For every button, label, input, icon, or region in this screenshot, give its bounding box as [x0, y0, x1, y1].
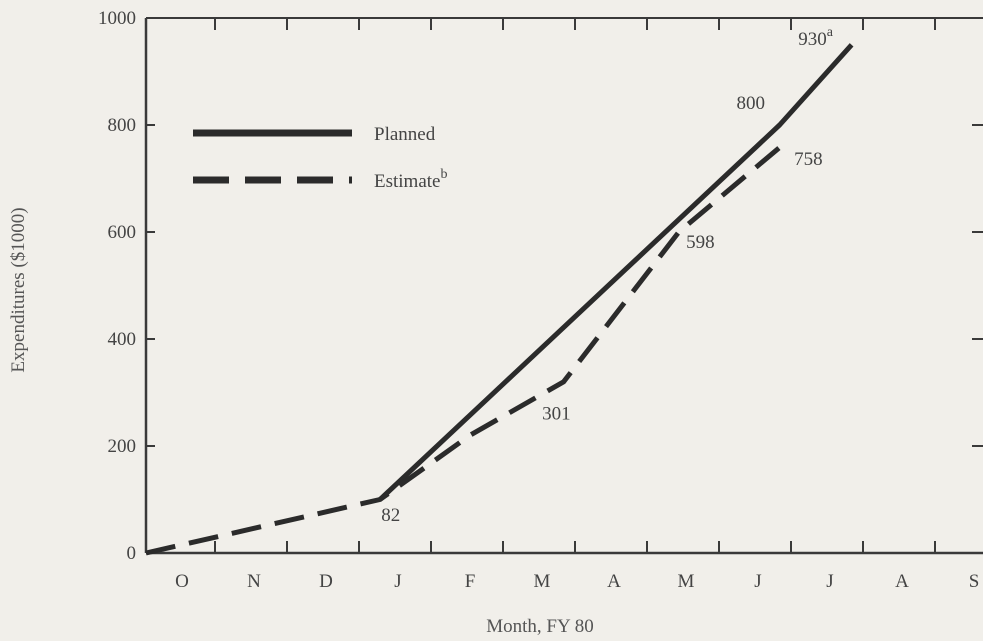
- y-tick-label: 0: [127, 543, 137, 564]
- x-tick-label-month: F: [465, 571, 476, 592]
- x-tick-label-month: M: [678, 571, 695, 592]
- x-tick-label-month: J: [826, 571, 833, 592]
- data-label: 930a: [798, 25, 834, 50]
- y-tick-label: 800: [108, 115, 137, 136]
- data-labels-group: 82 301 598 758 800 930a: [381, 25, 833, 526]
- legend-label-superscript: b: [440, 167, 447, 182]
- data-label: 301: [542, 403, 571, 424]
- data-label: 82: [381, 505, 400, 526]
- legend: Planned Estimateb: [193, 124, 447, 192]
- y-axis-title: Expenditures ($1000): [8, 207, 29, 372]
- series-lines-group: [145, 43, 854, 556]
- data-label: 800: [737, 93, 766, 114]
- x-tick-label-month: O: [175, 571, 189, 592]
- x-tick-label-month: S: [969, 571, 980, 592]
- axes-group: [144, 17, 983, 555]
- x-axis-title: Month, FY 80: [486, 616, 594, 637]
- y-tick-label: 400: [108, 329, 137, 350]
- data-label: 598: [686, 232, 715, 253]
- data-label: 758: [794, 149, 823, 170]
- x-tick-label-month: D: [319, 571, 333, 592]
- series-line-planned: [378, 43, 854, 502]
- y-tick-label: 1000: [98, 8, 136, 29]
- x-tick-label-month: N: [247, 571, 261, 592]
- x-tick-label-month: J: [754, 571, 761, 592]
- x-tick-label-month: M: [534, 571, 551, 592]
- x-tick-label-month: A: [607, 571, 621, 592]
- x-tick-label-month: A: [895, 571, 909, 592]
- legend-label-planned: Planned: [374, 124, 436, 145]
- y-tick-label: 200: [108, 436, 137, 457]
- data-label-superscript: a: [827, 25, 834, 40]
- series-line-estimate: [145, 145, 782, 556]
- y-tick-label: 600: [108, 222, 137, 243]
- ticks-group: 0 200 400 600 800 1000 O N D J F M A M J J A S: [98, 8, 983, 592]
- legend-label-estimate: Estimateb: [374, 167, 447, 192]
- x-tick-label-month: J: [394, 571, 401, 592]
